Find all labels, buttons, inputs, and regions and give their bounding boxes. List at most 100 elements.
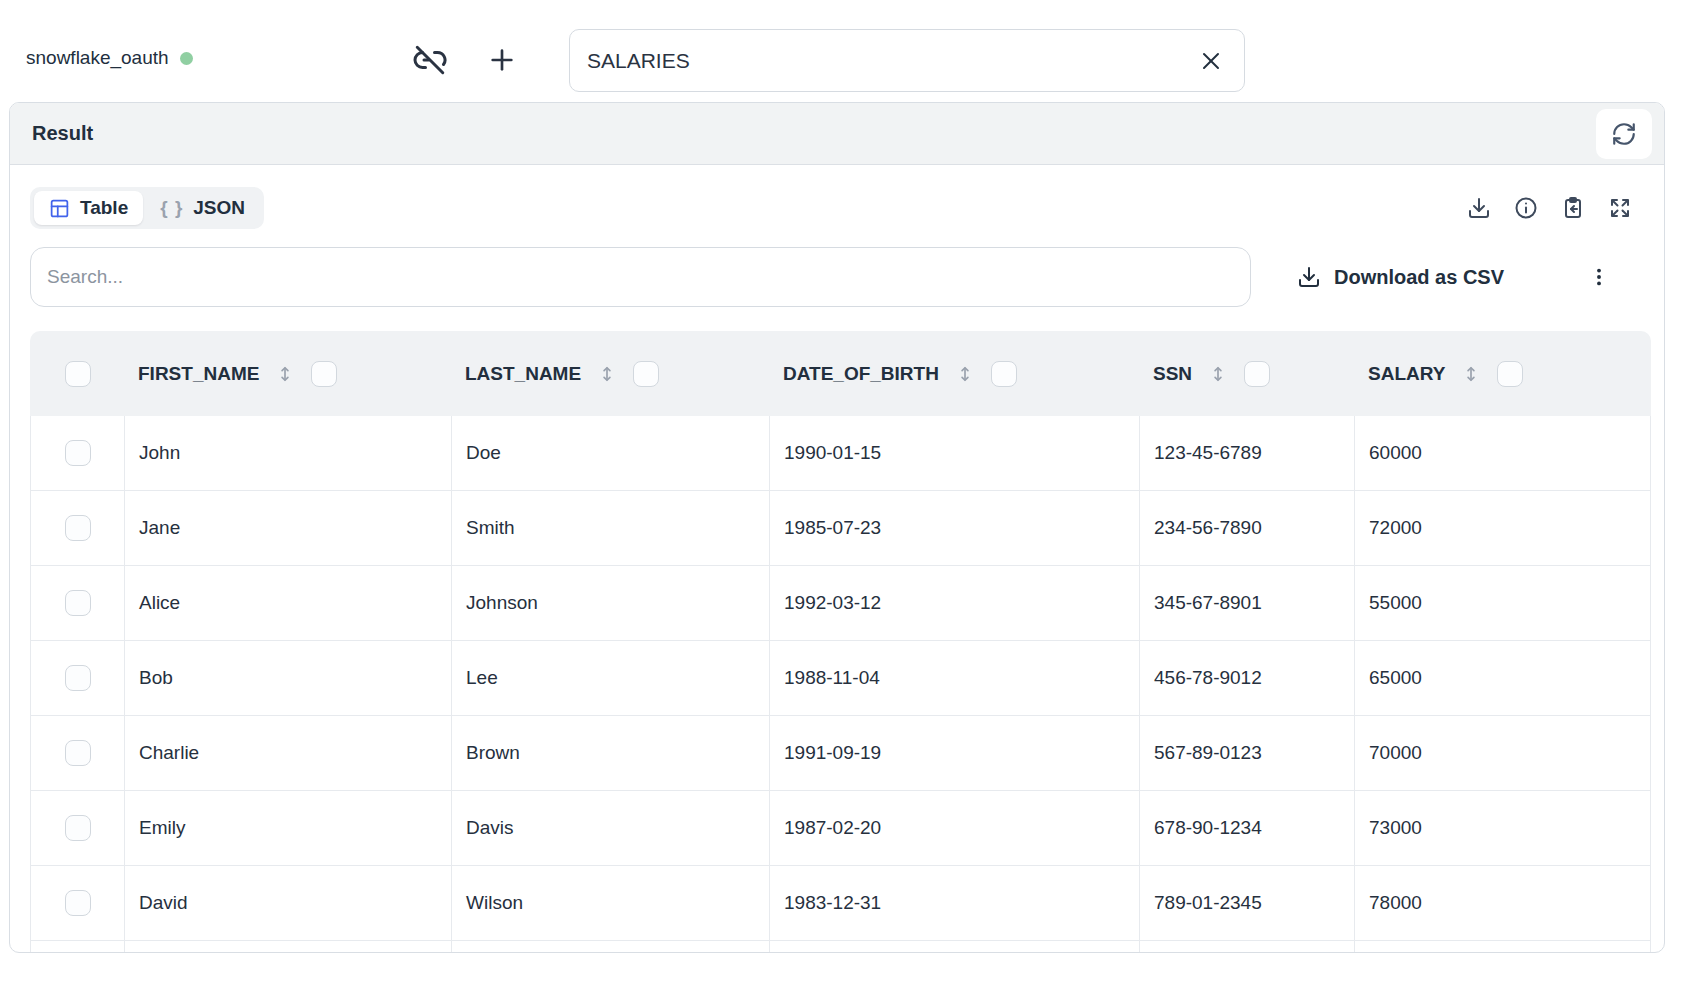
cell[interactable] bbox=[1140, 941, 1355, 953]
row-select-checkbox[interactable] bbox=[65, 440, 91, 466]
cell[interactable]: 567-89-0123 bbox=[1140, 716, 1355, 790]
table-row: BobLee1988-11-04456-78-901265000 bbox=[31, 641, 1650, 716]
cell[interactable]: Brown bbox=[452, 716, 770, 790]
cell[interactable]: Johnson bbox=[452, 566, 770, 640]
column-select-checkbox[interactable] bbox=[991, 361, 1017, 387]
table-row: AliceJohnson1992-03-12345-67-890155000 bbox=[31, 566, 1650, 641]
cell[interactable] bbox=[452, 941, 770, 953]
column-select-checkbox[interactable] bbox=[311, 361, 337, 387]
result-panel-header: Result bbox=[10, 103, 1664, 165]
clear-table-name-button[interactable] bbox=[1199, 49, 1223, 73]
row-select-cell bbox=[31, 791, 125, 865]
result-table: FIRST_NAMELAST_NAMEDATE_OF_BIRTHSSNSALAR… bbox=[30, 331, 1651, 953]
row-select-cell bbox=[31, 416, 125, 490]
result-info-button[interactable] bbox=[1514, 196, 1538, 220]
row-select-checkbox[interactable] bbox=[65, 740, 91, 766]
sort-icon[interactable] bbox=[597, 364, 617, 384]
row-select-checkbox[interactable] bbox=[65, 665, 91, 691]
sort-icon[interactable] bbox=[1208, 364, 1228, 384]
row-select-cell bbox=[31, 941, 125, 953]
copy-result-button[interactable] bbox=[1561, 196, 1585, 220]
column-header-last_name: LAST_NAME bbox=[452, 361, 770, 387]
cell[interactable]: 72000 bbox=[1355, 491, 1650, 565]
panel-title: Result bbox=[32, 122, 93, 145]
cell[interactable]: 60000 bbox=[1355, 416, 1650, 490]
cell[interactable]: 70000 bbox=[1355, 716, 1650, 790]
cell[interactable]: 55000 bbox=[1355, 566, 1650, 640]
column-label: DATE_OF_BIRTH bbox=[783, 363, 939, 385]
download-result-button[interactable] bbox=[1467, 196, 1491, 220]
cell[interactable]: 1983-12-31 bbox=[770, 866, 1140, 940]
row-select-checkbox[interactable] bbox=[65, 890, 91, 916]
column-label: FIRST_NAME bbox=[138, 363, 259, 385]
connection-indicator[interactable]: snowflake_oauth bbox=[26, 47, 193, 69]
column-header-ssn: SSN bbox=[1140, 361, 1355, 387]
header-select-cell bbox=[30, 361, 125, 387]
download-icon bbox=[1467, 196, 1491, 220]
tab-json-view[interactable]: { } JSON bbox=[145, 191, 260, 225]
column-select-checkbox[interactable] bbox=[1244, 361, 1270, 387]
cell[interactable]: 1988-11-04 bbox=[770, 641, 1140, 715]
cell[interactable]: Doe bbox=[452, 416, 770, 490]
cell[interactable]: Wilson bbox=[452, 866, 770, 940]
connection-name: snowflake_oauth bbox=[26, 47, 169, 69]
cell[interactable]: 234-56-7890 bbox=[1140, 491, 1355, 565]
select-all-checkbox[interactable] bbox=[65, 361, 91, 387]
cell[interactable]: Emily bbox=[125, 791, 452, 865]
cell[interactable]: David bbox=[125, 866, 452, 940]
tab-json-label: JSON bbox=[193, 197, 245, 219]
cell[interactable] bbox=[770, 941, 1140, 953]
expand-icon bbox=[1608, 196, 1632, 220]
more-options-button[interactable] bbox=[1588, 265, 1610, 289]
sort-icon[interactable] bbox=[955, 364, 975, 384]
cell[interactable]: 1991-09-19 bbox=[770, 716, 1140, 790]
cell[interactable]: 73000 bbox=[1355, 791, 1650, 865]
sort-icon[interactable] bbox=[1461, 364, 1481, 384]
result-toolbar: Table { } JSON bbox=[10, 165, 1664, 307]
sort-icon[interactable] bbox=[275, 364, 295, 384]
cell[interactable]: 678-90-1234 bbox=[1140, 791, 1355, 865]
unlink-icon bbox=[412, 42, 448, 78]
cell[interactable]: 1992-03-12 bbox=[770, 566, 1140, 640]
cell[interactable]: 1987-02-20 bbox=[770, 791, 1140, 865]
row-select-checkbox[interactable] bbox=[65, 815, 91, 841]
add-tab-button[interactable] bbox=[486, 44, 518, 76]
cell[interactable]: Smith bbox=[452, 491, 770, 565]
table-row: CharlieBrown1991-09-19567-89-012370000 bbox=[31, 716, 1650, 791]
clipboard-paste-icon bbox=[1561, 196, 1585, 220]
disconnect-button[interactable] bbox=[412, 42, 448, 78]
column-select-checkbox[interactable] bbox=[633, 361, 659, 387]
download-csv-button[interactable]: Download as CSV bbox=[1297, 265, 1504, 289]
column-select-checkbox[interactable] bbox=[1497, 361, 1523, 387]
column-header-first_name: FIRST_NAME bbox=[125, 361, 452, 387]
cell[interactable] bbox=[1355, 941, 1650, 953]
tab-table-label: Table bbox=[80, 197, 128, 219]
cell[interactable]: Bob bbox=[125, 641, 452, 715]
refresh-button[interactable] bbox=[1596, 109, 1652, 159]
cell[interactable]: 78000 bbox=[1355, 866, 1650, 940]
cell[interactable]: 1985-07-23 bbox=[770, 491, 1140, 565]
cell[interactable]: John bbox=[125, 416, 452, 490]
expand-result-button[interactable] bbox=[1608, 196, 1632, 220]
cell[interactable]: Charlie bbox=[125, 716, 452, 790]
cell[interactable]: 456-78-9012 bbox=[1140, 641, 1355, 715]
cell[interactable]: 123-45-6789 bbox=[1140, 416, 1355, 490]
connection-status-dot bbox=[180, 52, 193, 65]
cell[interactable]: Davis bbox=[452, 791, 770, 865]
cell[interactable]: 345-67-8901 bbox=[1140, 566, 1355, 640]
table-name-input[interactable] bbox=[569, 29, 1245, 92]
cell[interactable]: 789-01-2345 bbox=[1140, 866, 1355, 940]
row-select-cell bbox=[31, 566, 125, 640]
row-select-checkbox[interactable] bbox=[65, 515, 91, 541]
cell[interactable]: 1990-01-15 bbox=[770, 416, 1140, 490]
row-select-cell bbox=[31, 866, 125, 940]
tab-table-view[interactable]: Table bbox=[34, 191, 143, 225]
row-select-checkbox[interactable] bbox=[65, 590, 91, 616]
search-input[interactable] bbox=[30, 247, 1251, 307]
cell[interactable]: Alice bbox=[125, 566, 452, 640]
cell[interactable]: Jane bbox=[125, 491, 452, 565]
table-row: JaneSmith1985-07-23234-56-789072000 bbox=[31, 491, 1650, 566]
cell[interactable] bbox=[125, 941, 452, 953]
cell[interactable]: 65000 bbox=[1355, 641, 1650, 715]
cell[interactable]: Lee bbox=[452, 641, 770, 715]
